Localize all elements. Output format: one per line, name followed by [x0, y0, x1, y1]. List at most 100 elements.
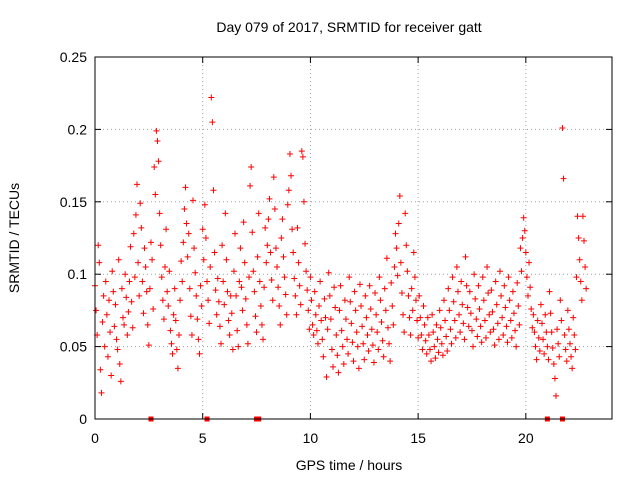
data-point [384, 324, 391, 331]
data-point [210, 187, 217, 194]
data-point [365, 347, 372, 354]
data-point [326, 292, 333, 299]
data-point [515, 303, 522, 310]
data-point [286, 151, 293, 158]
data-point [258, 321, 265, 328]
data-point [289, 226, 296, 233]
data-point [582, 263, 589, 270]
data-point [571, 332, 578, 339]
data-point [185, 230, 192, 237]
data-point [540, 336, 547, 343]
x-tick-label: 20 [518, 430, 534, 446]
data-point [179, 278, 186, 285]
data-point [477, 323, 484, 330]
data-point [404, 268, 411, 275]
data-point [158, 274, 165, 281]
data-point [322, 314, 329, 321]
data-points [92, 94, 590, 399]
data-point [160, 316, 167, 323]
data-point [434, 336, 441, 343]
data-point [393, 245, 400, 252]
data-point [579, 213, 586, 220]
data-point [311, 288, 318, 295]
data-point [266, 195, 273, 202]
data-point [422, 337, 429, 344]
data-point [550, 360, 557, 367]
data-point [493, 301, 500, 308]
y-tick-label: 0.05 [60, 339, 87, 355]
data-point [162, 263, 169, 270]
data-point [400, 311, 407, 318]
data-point [267, 249, 274, 256]
data-point [157, 242, 164, 249]
data-point [261, 284, 268, 291]
data-point [321, 295, 328, 302]
data-point [285, 187, 292, 194]
data-point [359, 323, 366, 330]
data-point [274, 263, 281, 270]
data-point [383, 255, 390, 262]
data-point [188, 332, 195, 339]
data-point [174, 365, 181, 372]
data-point [401, 329, 408, 336]
data-point [159, 297, 166, 304]
data-point [339, 343, 346, 350]
data-point [491, 342, 498, 349]
data-point [442, 317, 449, 324]
data-point [227, 292, 234, 299]
data-point [537, 301, 544, 308]
data-point [170, 311, 177, 318]
data-point [116, 360, 123, 367]
data-point [153, 127, 160, 134]
y-tick-label: 0.25 [60, 49, 87, 65]
data-point [199, 226, 206, 233]
y-tick-label: 0.15 [60, 194, 87, 210]
data-point [107, 329, 114, 336]
data-point [351, 288, 358, 295]
data-point [154, 137, 161, 144]
data-point [447, 326, 454, 333]
data-point [390, 321, 397, 328]
data-point [143, 288, 150, 295]
data-point [173, 346, 180, 353]
data-point [323, 374, 330, 381]
data-point [283, 311, 290, 318]
data-point [191, 245, 198, 252]
data-point [424, 314, 431, 321]
data-point [389, 303, 396, 310]
data-point [494, 320, 501, 327]
data-point [115, 256, 122, 263]
data-point [257, 303, 264, 310]
data-point [104, 353, 111, 360]
data-point [206, 320, 213, 327]
data-point [176, 332, 183, 339]
data-point [130, 230, 137, 237]
data-point [423, 350, 430, 357]
data-point [103, 311, 110, 318]
data-point [327, 316, 334, 323]
data-point [292, 292, 299, 299]
data-point [282, 291, 289, 298]
data-point [408, 285, 415, 292]
data-point [216, 323, 223, 330]
data-point [317, 278, 324, 285]
data-point [544, 343, 551, 350]
data-point [555, 340, 562, 347]
data-point [570, 314, 577, 321]
data-point [417, 314, 424, 321]
data-point [436, 307, 443, 314]
data-point [551, 375, 558, 382]
data-point [202, 235, 209, 241]
data-point [353, 329, 360, 336]
data-point [172, 317, 179, 324]
data-point [524, 292, 531, 299]
data-point [232, 230, 239, 237]
data-point [93, 307, 100, 314]
data-point [382, 307, 389, 314]
data-point [190, 197, 197, 204]
data-point [299, 153, 306, 160]
data-point [378, 318, 385, 325]
data-point [221, 301, 228, 308]
data-point [296, 282, 303, 289]
data-point [452, 334, 459, 341]
